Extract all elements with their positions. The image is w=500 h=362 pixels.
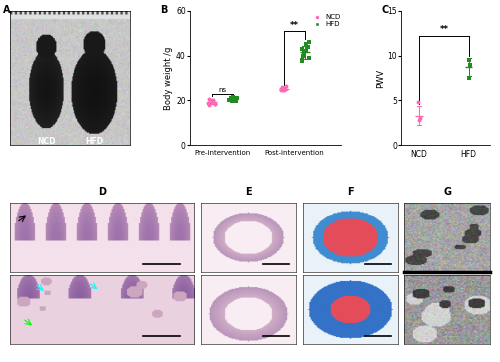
Point (227, 96, 235, 102)
Point (305, 55, 313, 61)
Text: **: ** (440, 25, 448, 34)
Legend: NCD, HFD: NCD, HFD (310, 14, 341, 28)
Point (465, 75, 473, 81)
Point (204, 100, 212, 105)
Point (415, 117, 423, 123)
Point (277, 87, 285, 93)
Text: **: ** (290, 21, 299, 30)
Point (302, 48, 310, 54)
Point (304, 44, 312, 50)
Point (228, 98, 235, 104)
Point (228, 95, 235, 101)
Point (298, 57, 306, 63)
Point (233, 95, 241, 101)
Point (208, 97, 216, 103)
Point (205, 102, 213, 108)
Point (228, 96, 236, 102)
Text: A: A (3, 5, 10, 16)
Point (298, 46, 306, 52)
Point (210, 97, 218, 103)
Text: D: D (98, 188, 106, 197)
Point (210, 98, 218, 104)
Point (278, 84, 286, 90)
Point (305, 39, 313, 45)
Point (278, 86, 285, 92)
Point (210, 101, 218, 107)
Point (298, 53, 306, 59)
Point (206, 100, 214, 105)
Text: HFD: HFD (86, 137, 103, 146)
Point (280, 86, 288, 92)
Point (280, 87, 287, 93)
Point (226, 95, 234, 101)
Point (280, 87, 288, 93)
Point (230, 94, 237, 100)
Point (226, 97, 234, 103)
Point (232, 98, 240, 104)
Text: F: F (347, 188, 354, 197)
Point (466, 57, 473, 63)
Point (205, 96, 213, 102)
Point (208, 98, 216, 104)
Point (278, 85, 286, 91)
Point (298, 58, 306, 64)
Point (414, 99, 422, 105)
Y-axis label: Body weight /g: Body weight /g (164, 46, 173, 110)
Text: C: C (382, 5, 389, 16)
Point (211, 101, 219, 107)
Point (416, 115, 424, 121)
Point (466, 62, 474, 67)
Text: ns: ns (218, 88, 226, 93)
Point (300, 50, 308, 56)
Text: G: G (443, 188, 451, 197)
Text: E: E (245, 188, 252, 197)
Point (226, 97, 234, 103)
Y-axis label: PWV: PWV (376, 68, 384, 88)
Text: B: B (160, 5, 167, 16)
Text: NCD: NCD (37, 137, 56, 146)
Point (302, 42, 310, 47)
Point (282, 83, 290, 89)
